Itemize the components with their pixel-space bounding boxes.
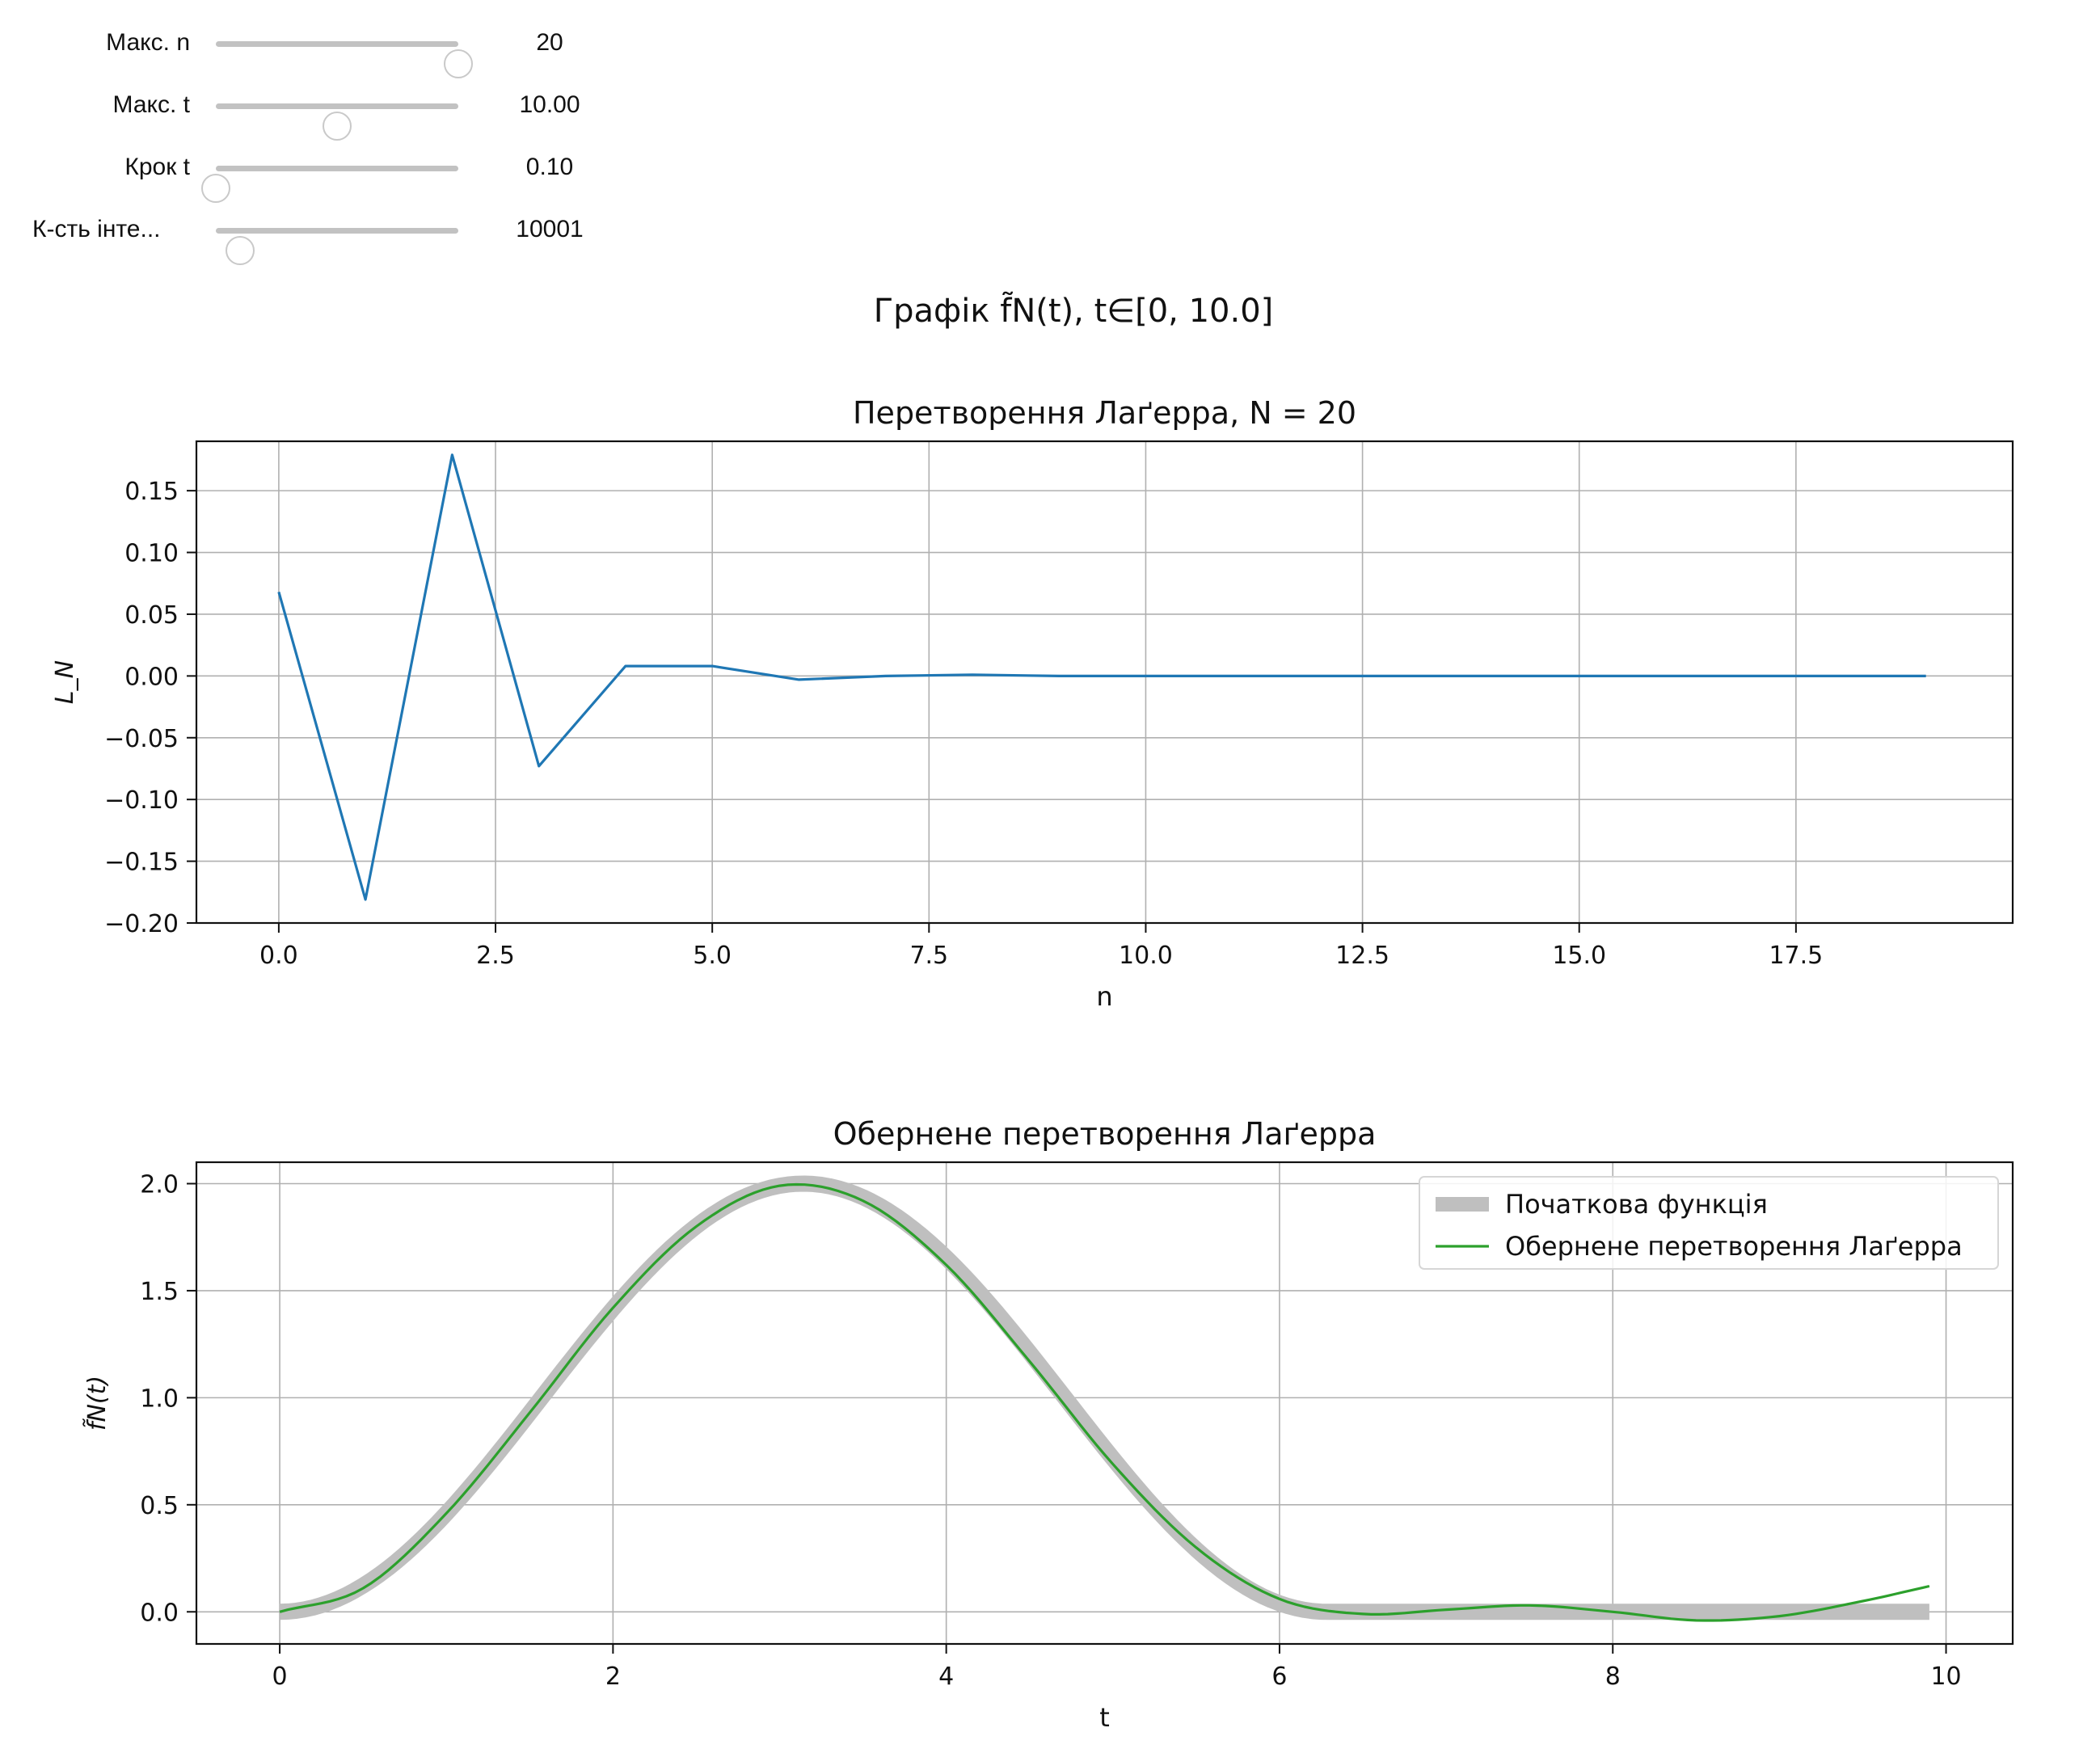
y-tick-label: 0.00: [124, 663, 179, 691]
y-axis-label: L_N: [51, 660, 79, 704]
controls-panel: Макс. n 20 Макс. t 10.00 Крок t 0.10 К-с…: [0, 0, 647, 265]
plot-frame: [195, 440, 2014, 925]
slider-thumb[interactable]: [323, 112, 352, 141]
x-tick-label: 2.5: [476, 942, 515, 970]
slider-integration-count[interactable]: К-сть інте... 10001: [0, 206, 647, 265]
chart-title: Обернене перетворення Лаґерра: [833, 1116, 1377, 1152]
slider-thumb[interactable]: [226, 236, 255, 265]
x-tick-label: 5.0: [693, 942, 732, 970]
slider-label: Макс. t: [112, 91, 190, 118]
chart-title: Перетворення Лаґерра, N = 20: [853, 395, 1356, 431]
x-tick-label: 0: [272, 1663, 288, 1691]
x-tick-label: 0.0: [259, 942, 298, 970]
x-axis-label: t: [1099, 1702, 1110, 1733]
x-tick-label: 12.5: [1335, 942, 1389, 970]
y-tick-label: 0.5: [140, 1492, 179, 1520]
y-tick-label: −0.20: [104, 910, 179, 938]
slider-value: 10001: [516, 216, 584, 242]
figure-suptitle: Графік f̃N(t), t∈[0, 10.0]: [874, 291, 1274, 330]
y-axis-label: f̃N(t): [83, 1376, 112, 1431]
slider-label: Макс. n: [106, 29, 190, 56]
legend-label: Початкова функція: [1505, 1189, 1768, 1220]
slider-max-n[interactable]: Макс. n 20: [0, 19, 647, 78]
x-tick-label: 7.5: [909, 942, 948, 970]
slider-step-t[interactable]: Крок t 0.10: [0, 144, 647, 203]
slider-label: К-сть інте...: [32, 216, 161, 242]
slider-thumb[interactable]: [444, 49, 473, 78]
x-tick-label: 8: [1605, 1663, 1621, 1691]
x-tick-label: 10: [1930, 1663, 1961, 1691]
y-tick-label: −0.15: [104, 849, 179, 877]
y-tick-label: 2.0: [140, 1170, 179, 1199]
legend-box: [1419, 1176, 1999, 1270]
series-line: [279, 1182, 1930, 1622]
slider-track[interactable]: [216, 228, 458, 265]
y-tick-label: 0.05: [124, 601, 179, 630]
slider-value: 10.00: [519, 91, 580, 118]
y-tick-label: 0.15: [124, 478, 179, 506]
slider-value: 20: [536, 29, 563, 56]
slider-value: 0.10: [525, 154, 574, 180]
y-tick-label: 0.0: [140, 1599, 179, 1627]
chart-laguerre-transform: 0.0 2.5 5.0 7.5 10.0 12.5 15.0 17.5 0.15 0.10 0.05…: [51, 395, 2014, 1012]
y-tick-label: −0.05: [104, 725, 179, 753]
x-axis-label: n: [1096, 981, 1112, 1012]
slider-track[interactable]: [216, 41, 473, 78]
slider-track[interactable]: [201, 166, 458, 203]
legend-label: Обернене перетворення Лаґерра: [1505, 1231, 1963, 1262]
y-tick-label: 1.0: [140, 1384, 179, 1413]
series-line: [277, 453, 1926, 901]
chart-inverse-laguerre: 0 2 4 6 8 10 2.0 1.5 1.0 0.5 0.0 Обернене перетворе…: [83, 1116, 2014, 1733]
y-tick-label: 1.5: [140, 1278, 179, 1306]
x-tick-label: 17.5: [1769, 942, 1823, 970]
plot-frame: [195, 1161, 2014, 1646]
x-tick-label: 2: [605, 1663, 621, 1691]
y-tick-label: −0.10: [104, 786, 179, 815]
x-tick-label: 4: [938, 1663, 954, 1691]
slider-max-t[interactable]: Макс. t 10.00: [0, 82, 647, 141]
x-tick-label: 6: [1271, 1663, 1287, 1691]
y-tick-label: 0.10: [124, 540, 179, 568]
x-tick-label: 10.0: [1119, 942, 1173, 970]
x-tick-label: 15.0: [1552, 942, 1606, 970]
slider-thumb[interactable]: [201, 174, 230, 203]
slider-label: Крок t: [124, 154, 190, 180]
slider-track[interactable]: [216, 103, 458, 141]
